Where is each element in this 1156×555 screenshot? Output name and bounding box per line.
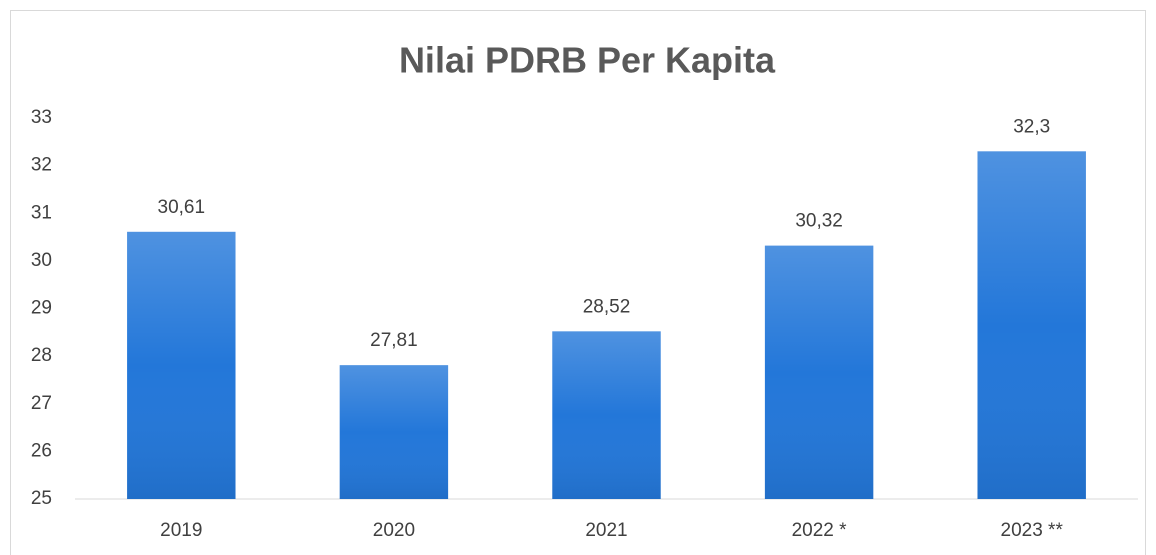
x-tick-label: 2022 * (792, 520, 848, 541)
y-tick-label: 33 (31, 107, 52, 128)
y-tick-label: 30 (31, 250, 52, 271)
bar-shade (977, 151, 1086, 499)
x-tick-label: 2023 ** (1001, 520, 1064, 541)
y-tick-label: 31 (31, 202, 52, 223)
value-label: 32,3 (1013, 116, 1050, 137)
value-label: 28,52 (583, 296, 631, 317)
value-label: 30,61 (158, 197, 206, 218)
bar-shade (339, 365, 449, 499)
bar-shade (552, 331, 661, 499)
y-tick-label: 28 (31, 345, 52, 366)
x-tick-label: 2019 (160, 520, 202, 541)
y-tick-label: 25 (31, 488, 52, 509)
x-tick-label: 2021 (585, 520, 627, 541)
x-tick-label: 2020 (373, 520, 415, 541)
y-tick-label: 27 (31, 393, 52, 414)
y-tick-label: 29 (31, 298, 52, 319)
bar-shade (127, 231, 236, 500)
chart-title: Nilai PDRB Per Kapita (399, 40, 776, 81)
value-label: 27,81 (370, 330, 418, 351)
y-tick-label: 26 (31, 440, 52, 461)
value-label: 30,32 (795, 211, 843, 232)
y-tick-label: 32 (31, 155, 52, 176)
bar-shade (764, 245, 874, 499)
